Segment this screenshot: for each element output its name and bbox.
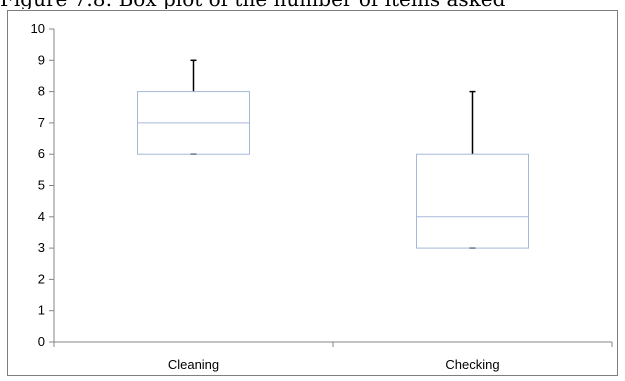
y-tick-label: 6 (38, 146, 45, 161)
y-tick-label: 10 (31, 21, 45, 36)
axes (49, 28, 613, 347)
figure-caption: Figure 7.8: Box plot of the number of it… (0, 0, 625, 9)
y-tick-label: 1 (38, 303, 45, 318)
y-tick-label: 5 (38, 178, 45, 193)
y-tick-label: 0 (38, 334, 45, 349)
x-category-label: Checking (445, 357, 499, 372)
y-tick-label: 3 (38, 240, 45, 255)
boxes (137, 59, 529, 249)
y-tick-label: 2 (38, 271, 45, 286)
x-category-label: Cleaning (168, 357, 219, 372)
labels: 0 1 2 3 4 5 6 7 8 9 10 Cleaning Checking (31, 21, 500, 372)
y-tick-label: 7 (38, 115, 45, 130)
y-tick-label: 9 (38, 52, 45, 67)
box-cleaning (137, 59, 250, 155)
box-body (416, 153, 529, 249)
y-tick-label: 4 (38, 209, 45, 224)
y-tick-label: 8 (38, 84, 45, 99)
box-checking (416, 90, 529, 249)
chart-frame (7, 10, 618, 376)
